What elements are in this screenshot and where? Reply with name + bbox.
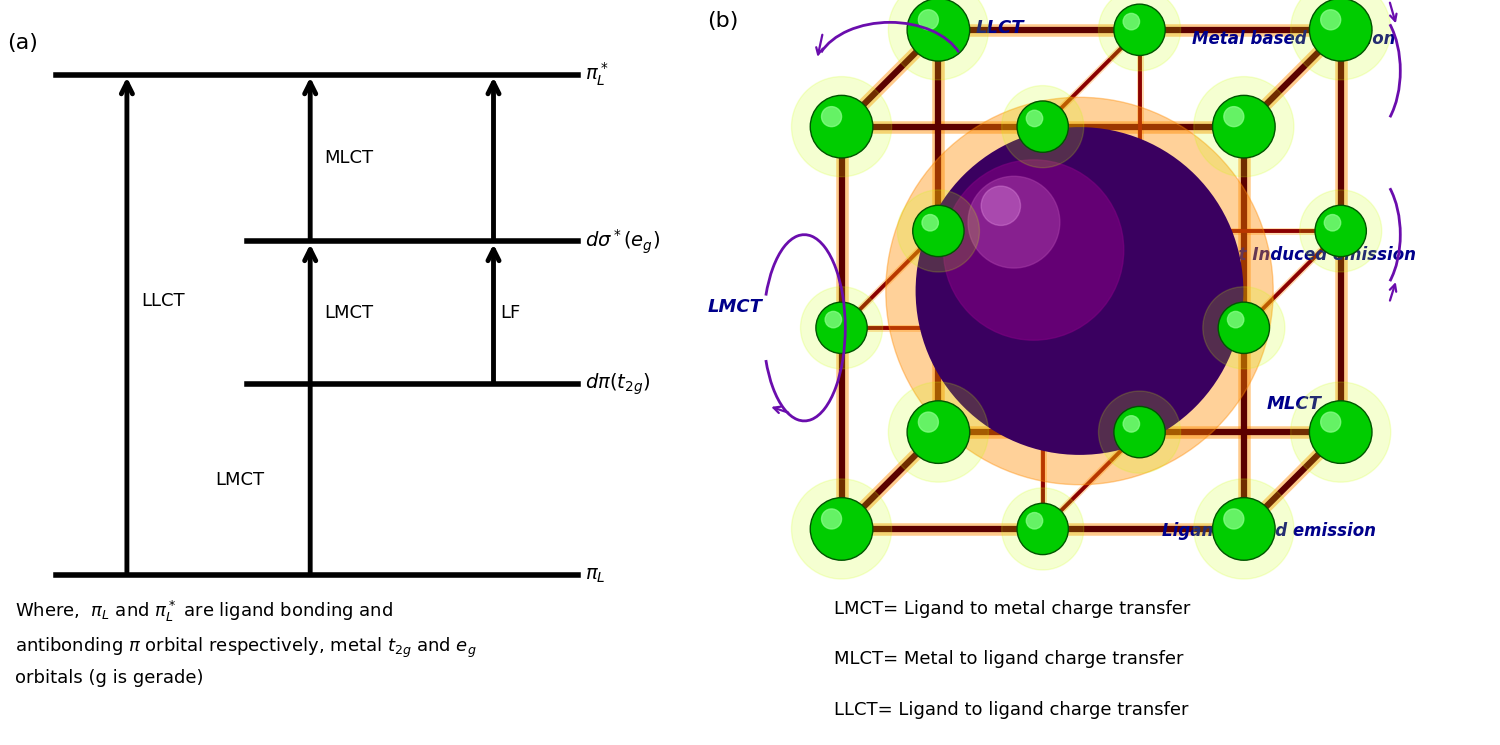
Circle shape — [1002, 488, 1084, 570]
Circle shape — [918, 10, 939, 30]
Circle shape — [1017, 101, 1068, 152]
Circle shape — [1310, 401, 1372, 463]
Circle shape — [1227, 311, 1244, 328]
Circle shape — [1320, 10, 1341, 30]
Circle shape — [1124, 13, 1140, 30]
Circle shape — [1324, 215, 1341, 231]
Text: LMCT= Ligand to metal charge transfer: LMCT= Ligand to metal charge transfer — [834, 600, 1191, 618]
Circle shape — [810, 498, 873, 560]
Circle shape — [801, 287, 882, 369]
Circle shape — [816, 302, 867, 353]
Circle shape — [968, 177, 1060, 268]
Circle shape — [1026, 513, 1042, 529]
Circle shape — [1194, 77, 1294, 177]
Text: MLCT= Metal to ligand charge transfer: MLCT= Metal to ligand charge transfer — [834, 650, 1184, 668]
Circle shape — [822, 509, 842, 529]
Text: Metal based emission: Metal based emission — [1191, 30, 1395, 48]
Circle shape — [922, 215, 939, 231]
Text: Where,  $\pi_L$ and $\pi_L^*$ are ligand bonding and
antibonding $\pi$ orbital r: Where, $\pi_L$ and $\pi_L^*$ are ligand … — [15, 599, 477, 688]
Circle shape — [1203, 287, 1286, 369]
Circle shape — [908, 0, 969, 61]
Circle shape — [1320, 412, 1341, 432]
Circle shape — [915, 127, 1244, 455]
Text: LMCT: LMCT — [214, 471, 264, 489]
Circle shape — [886, 98, 1274, 485]
Circle shape — [1316, 206, 1366, 256]
Text: LLCT: LLCT — [975, 19, 1024, 37]
Circle shape — [1299, 190, 1382, 272]
Circle shape — [1290, 0, 1390, 80]
Text: LLCT: LLCT — [141, 292, 184, 310]
Circle shape — [888, 0, 989, 80]
Text: LMCT: LMCT — [324, 304, 374, 322]
Circle shape — [1224, 509, 1244, 529]
Circle shape — [1098, 391, 1180, 473]
Circle shape — [1124, 416, 1140, 432]
Circle shape — [1310, 0, 1372, 61]
Text: $\pi_{L}^*$: $\pi_{L}^*$ — [585, 61, 609, 88]
Circle shape — [1290, 382, 1390, 482]
Text: MLCT: MLCT — [324, 149, 374, 167]
Circle shape — [1224, 107, 1244, 127]
Circle shape — [1017, 504, 1068, 554]
Circle shape — [918, 412, 939, 432]
Circle shape — [1114, 407, 1166, 457]
Text: Ligand based emission: Ligand based emission — [1162, 522, 1376, 539]
Circle shape — [908, 401, 969, 463]
Circle shape — [1212, 95, 1275, 158]
Circle shape — [825, 311, 842, 328]
Text: Guest Induced emission: Guest Induced emission — [1191, 246, 1416, 264]
Text: (a): (a) — [8, 33, 38, 53]
Circle shape — [944, 160, 1124, 340]
Circle shape — [888, 382, 989, 482]
Circle shape — [1002, 86, 1084, 168]
Circle shape — [1098, 0, 1180, 71]
Circle shape — [792, 77, 891, 177]
Text: LMCT: LMCT — [708, 298, 762, 316]
Circle shape — [912, 206, 964, 256]
Text: $d\sigma^*(e_g)$: $d\sigma^*(e_g)$ — [585, 227, 660, 256]
Circle shape — [792, 479, 891, 579]
Circle shape — [1218, 302, 1269, 353]
Circle shape — [897, 190, 980, 272]
Circle shape — [1026, 110, 1042, 127]
Circle shape — [1114, 4, 1166, 55]
Circle shape — [1212, 498, 1275, 560]
Text: MLCT: MLCT — [1266, 395, 1322, 413]
Circle shape — [981, 186, 1020, 226]
Circle shape — [1194, 479, 1294, 579]
Text: (b): (b) — [708, 11, 740, 31]
Text: LLCT= Ligand to ligand charge transfer: LLCT= Ligand to ligand charge transfer — [834, 701, 1188, 719]
Circle shape — [810, 95, 873, 158]
Text: $d\pi(t_{2g})$: $d\pi(t_{2g})$ — [585, 372, 651, 397]
Text: LF: LF — [501, 304, 520, 322]
Circle shape — [822, 107, 842, 127]
Text: $\pi_{L}$: $\pi_{L}$ — [585, 565, 606, 585]
